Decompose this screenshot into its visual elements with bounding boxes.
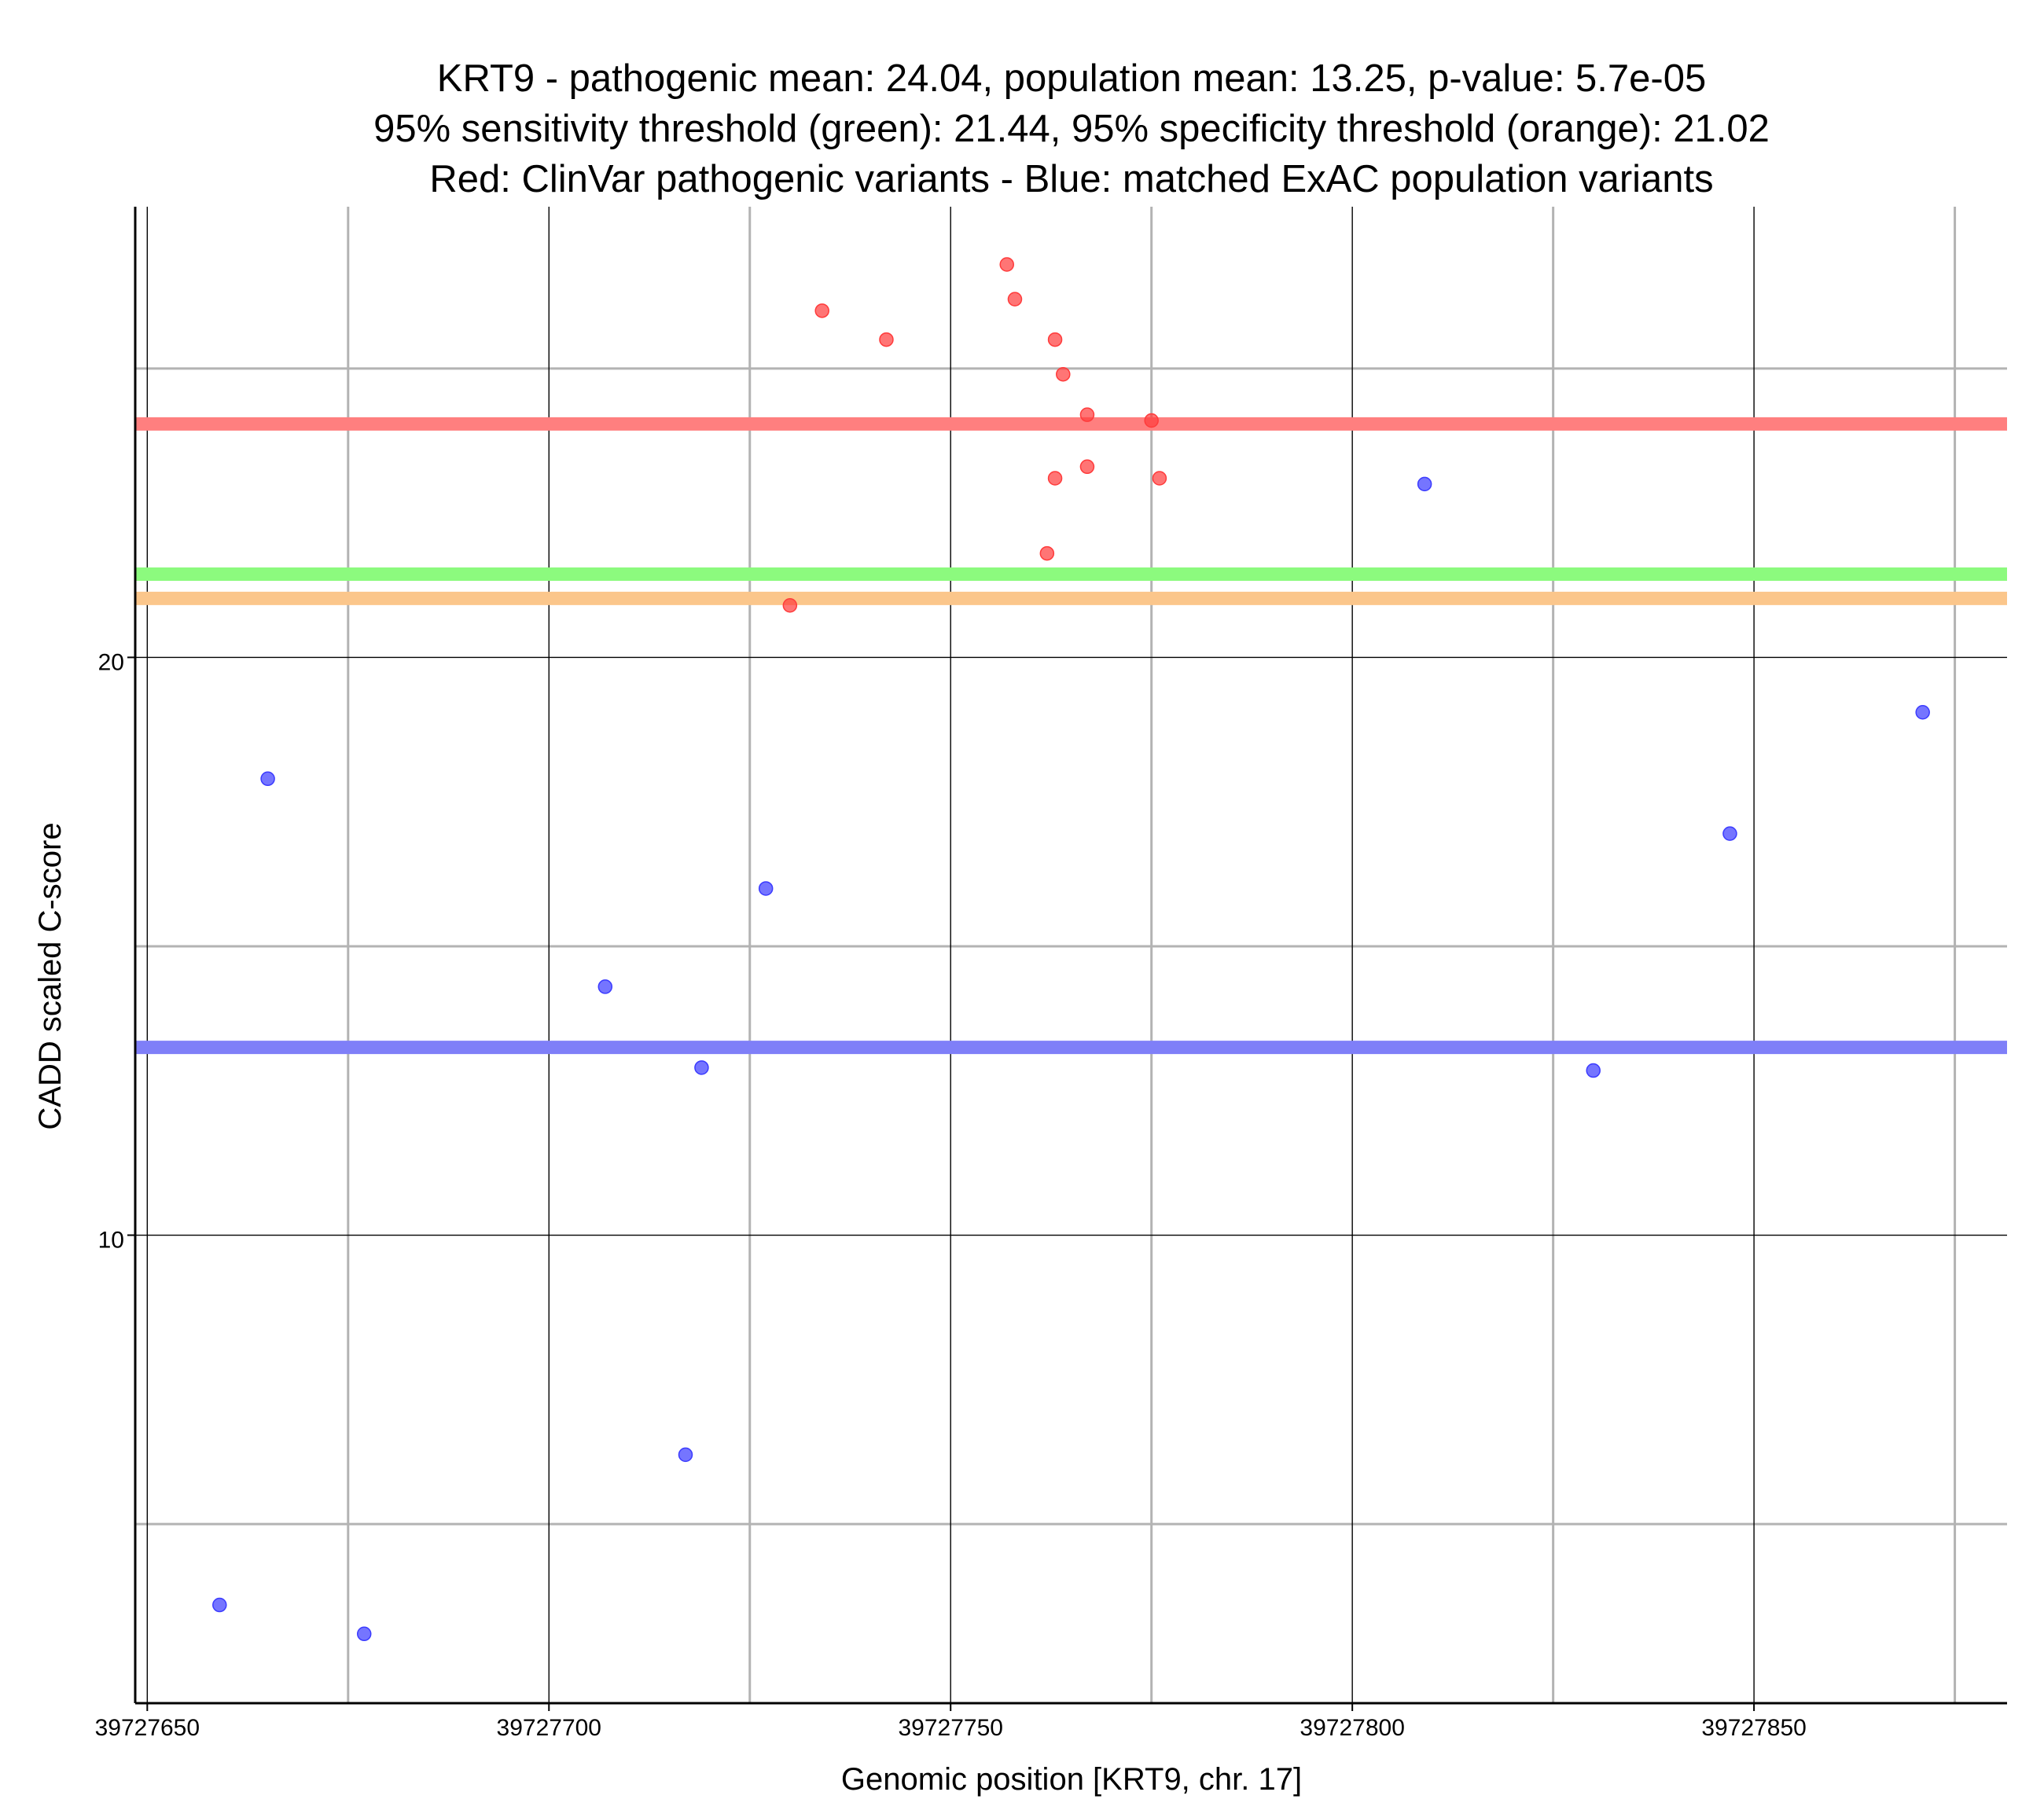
data-point <box>1039 545 1055 561</box>
x-tick-label: 39727850 <box>1701 1715 1806 1741</box>
data-point <box>1915 704 1930 720</box>
data-point <box>1047 332 1063 347</box>
data-point <box>782 597 798 613</box>
data-point <box>678 1447 693 1463</box>
title-line-2: 95% sensitivity threshold (green): 21.44… <box>373 108 1770 150</box>
title-line-1: KRT9 - pathogenic mean: 24.04, populatio… <box>437 57 1706 100</box>
chart-title: KRT9 - pathogenic mean: 24.04, populatio… <box>373 57 1770 200</box>
minor-gridlines <box>135 207 2007 1703</box>
x-tick-label: 39727800 <box>1300 1715 1404 1741</box>
x-tick-label: 39727750 <box>898 1715 1002 1741</box>
axes <box>134 207 2007 1705</box>
data-point <box>758 881 774 896</box>
data-point <box>1007 292 1023 307</box>
data-point <box>879 332 894 347</box>
data-point <box>1152 471 1167 486</box>
y-tick-label: 10 <box>98 1228 124 1254</box>
data-point <box>1417 476 1432 492</box>
data-point <box>814 303 829 318</box>
major-gridlines <box>135 207 2007 1703</box>
data-point <box>260 771 275 787</box>
x-axis-ticks: 39727650 39727700 39727750 39727800 39727850 <box>95 1703 1807 1741</box>
data-point <box>212 1597 227 1613</box>
series-group <box>212 476 1930 1642</box>
reference-lines <box>135 417 2007 1055</box>
data-point <box>1047 471 1063 486</box>
title-line-3: Red: ClinVar pathogenic variants - Blue:… <box>429 158 1713 200</box>
data-points <box>212 257 1930 1642</box>
data-point <box>1056 366 1071 382</box>
y-axis-label: CADD scaled C-score <box>33 822 68 1129</box>
x-tick-label: 39727700 <box>497 1715 601 1741</box>
data-point <box>1144 413 1159 428</box>
data-point <box>1722 826 1737 841</box>
data-point <box>1079 407 1095 422</box>
data-point <box>694 1060 709 1075</box>
data-point <box>597 979 613 994</box>
x-axis-label: Genomic position [KRT9, chr. 17] <box>841 1762 1302 1797</box>
y-axis-ticks: 10 20 <box>98 649 135 1254</box>
x-tick-label: 39727650 <box>95 1715 200 1741</box>
data-point <box>1079 459 1095 475</box>
series-group <box>782 257 1167 613</box>
data-point <box>999 257 1014 272</box>
data-point <box>356 1626 372 1642</box>
y-tick-label: 20 <box>98 649 124 675</box>
data-point <box>1586 1063 1601 1078</box>
